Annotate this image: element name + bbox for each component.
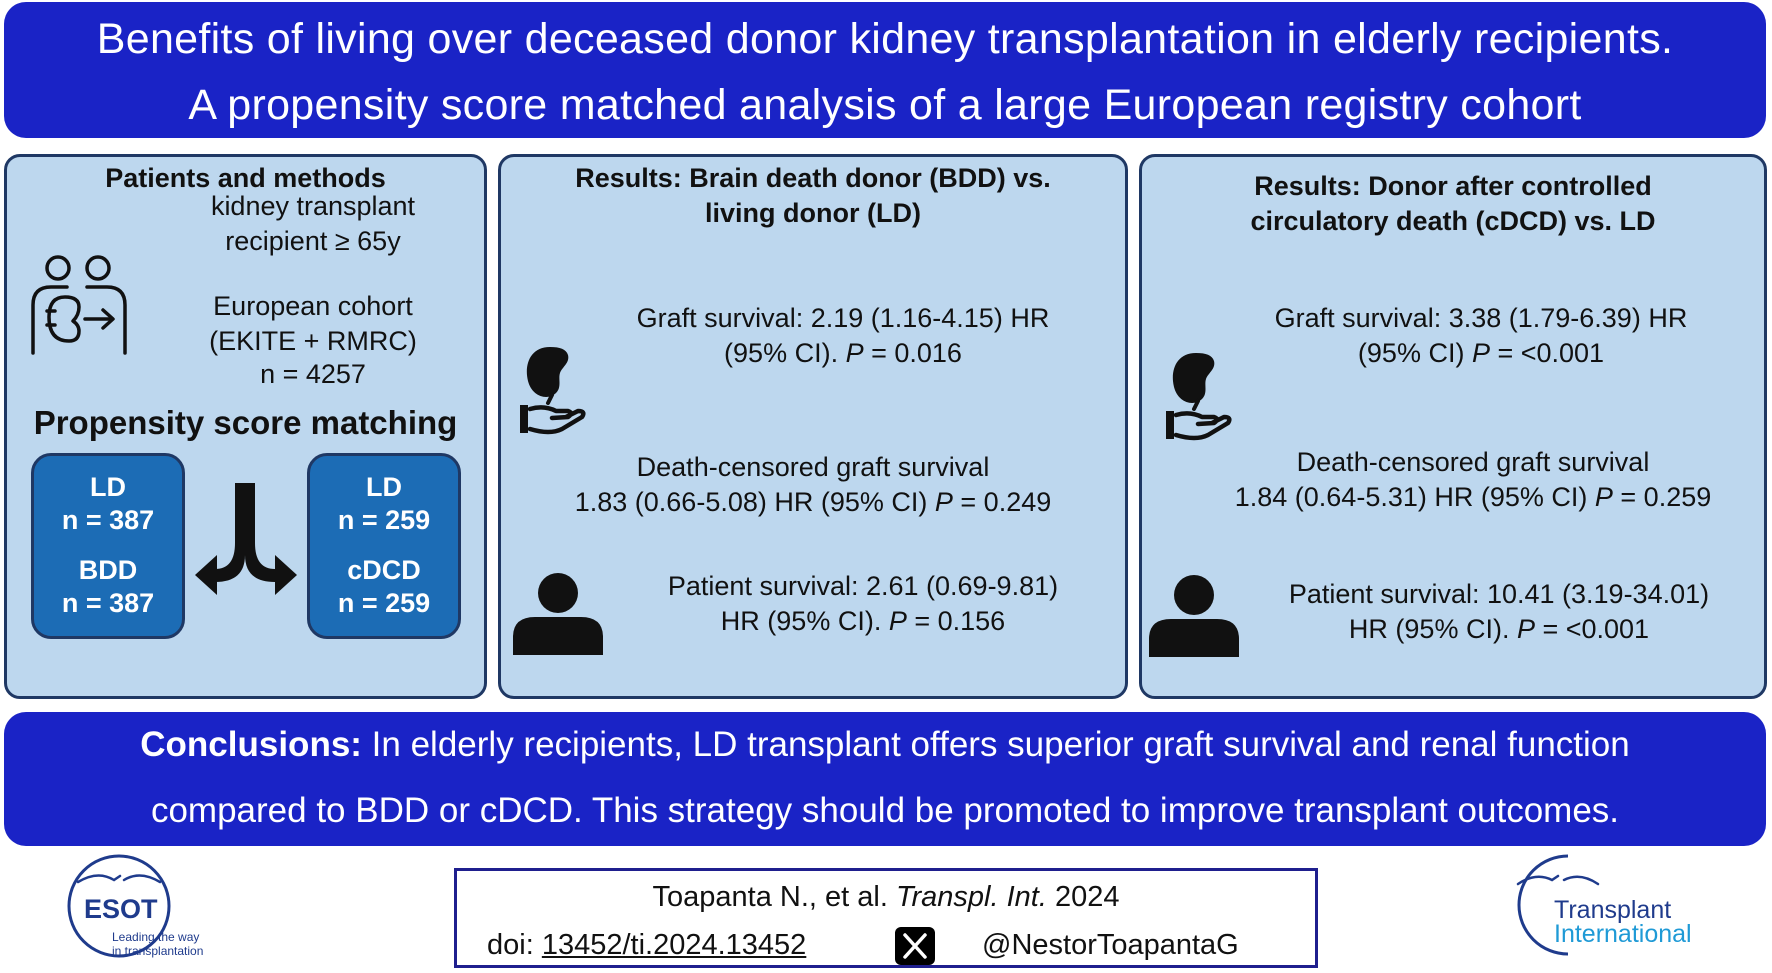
p-value: = 0.016 [863,338,962,368]
group-label: LD [90,472,126,502]
kidney-in-hand-icon [1166,353,1232,441]
cohort-line-2: (EKITE + RMRC) [209,326,417,356]
recipients-kidney-icon [31,255,127,355]
citation-box: Toapanta N., et al. Transpl. Int. 2024 d… [454,868,1318,968]
dcgs-ci: 1.84 (0.64-5.31) HR (95% CI) [1234,482,1595,512]
group-count: n = 387 [61,505,155,535]
group-label: LD [366,472,402,502]
kidney-in-hand-icon [520,347,586,435]
cdcd-patient-survival: Patient survival: 10.41 (3.19-34.01) HR … [1234,577,1764,647]
recipient-line-1: kidney transplant [210,191,416,221]
p-label: P [1594,482,1613,512]
citation-journal: Transpl. Int. [895,881,1047,913]
cohort-line-1: European cohort [213,291,413,321]
person-icon [513,573,603,655]
esot-tagline-1: Leading the way [112,930,200,944]
p-label: P [934,487,953,517]
citation-authors: Toapanta N., et al. [652,881,896,913]
p-value: = 0.249 [952,487,1052,517]
group-label: cDCD [347,555,421,585]
ti-name-line-2: International [1554,920,1692,948]
cdcd-heading-line-2: circulatory death (cDCD) vs. LD [1250,206,1656,236]
esot-tagline-2: in transplantation [112,944,204,958]
ti-name-line-1: Transplant [1554,896,1672,924]
p-label: P [1516,614,1535,644]
x-logo-icon[interactable] [895,927,935,965]
cdcd-graft-survival: Graft survival: 3.38 (1.79-6.39) HR (95%… [1198,301,1764,371]
p-label: P [888,606,907,636]
cdcd-results-panel: Results: Donor after controlled circulat… [1139,154,1767,699]
bdd-dcgs-line-2: 1.83 (0.66-5.08) HR (95% CI) P = 0.249 [501,485,1125,520]
split-arrow-icon [195,483,297,595]
conclusion-line-2: compared to BDD or cDCD. This strategy s… [150,791,1620,830]
bdd-death-censored-graft-survival: Death-censored graft survival 1.83 (0.66… [501,450,1125,520]
bdd-dcgs-line-1: Death-censored graft survival [636,452,990,482]
conclusion-text-1: In elderly recipients, LD transplant off… [361,725,1630,764]
doi-label: doi: [487,929,542,961]
graft-ci: (95% CI). [724,338,846,368]
p-label: P [1471,338,1490,368]
title-line-2: A propensity score matched analysis of a… [188,81,1582,129]
matched-group-ld-bdd: LD n = 387 BDD n = 387 [31,453,185,639]
cdcd-patient-line-2: HR (95% CI). P = <0.001 [1234,612,1764,647]
bdd-results-heading: Results: Brain death donor (BDD) vs. liv… [501,161,1125,231]
cdcd-results-heading: Results: Donor after controlled circulat… [1142,169,1764,239]
p-value: = 0.156 [906,606,1006,636]
cdcd-dcgs-line-1: Death-censored graft survival [1296,447,1650,477]
esot-globe-icon [67,854,171,958]
p-value: = <0.001 [1534,614,1650,644]
esot-tagline: Leading the way in transplantation [112,930,203,958]
bdd-results-panel: Results: Brain death donor (BDD) vs. liv… [498,154,1128,699]
title-line-1: Benefits of living over deceased donor k… [96,15,1674,63]
methods-heading: Patients and methods [105,163,386,193]
p-label: P [845,338,864,368]
group-count: n = 259 [337,505,431,535]
bdd-graft-line-2: (95% CI). P = 0.016 [561,336,1125,371]
bdd-patient-line-2: HR (95% CI). P = 0.156 [601,604,1125,639]
citation-year: 2024 [1046,881,1120,913]
title-banner: Benefits of living over deceased donor k… [4,2,1766,138]
cdcd-patient-line-1: Patient survival: 10.41 (3.19-34.01) [1288,579,1710,609]
cdcd-graft-line-2: (95% CI) P = <0.001 [1198,336,1764,371]
bdd-graft-survival: Graft survival: 2.19 (1.16-4.15) HR (95%… [561,301,1125,371]
group-count: n = 259 [337,588,431,618]
p-value: = 0.259 [1612,482,1712,512]
cohort-size: n = 4257 [260,359,366,389]
bdd-patient-line-1: Patient survival: 2.61 (0.69-9.81) [667,571,1059,601]
group-count: n = 387 [61,588,155,618]
ti-globe-icon [1516,854,1600,956]
cdcd-heading-line-1: Results: Donor after controlled [1254,171,1652,201]
patient-ci: HR (95% CI). [720,606,889,636]
bdd-graft-line-1: Graft survival: 2.19 (1.16-4.15) HR [636,303,1050,333]
conclusion-banner: Conclusions: In elderly recipients, LD t… [4,712,1766,846]
doi-link[interactable]: 13452/ti.2024.13452 [541,929,807,961]
psm-heading: Propensity score matching [33,404,458,441]
cohort-description: European cohort (EKITE + RMRC) [143,289,483,359]
matched-group-ld-cdcd: LD n = 259 cDCD n = 259 [307,453,461,639]
person-icon [1149,575,1239,657]
doi-line: doi: 13452/ti.2024.13452 [487,929,806,962]
transplant-international-logo: Transplant International [1508,850,1728,968]
cdcd-death-censored-graft-survival: Death-censored graft survival 1.84 (0.64… [1182,445,1764,515]
p-value: = <0.001 [1489,338,1605,368]
citation-line: Toapanta N., et al. Transpl. Int. 2024 [457,881,1315,914]
esot-logo: ESOT Leading the way in transplantation [64,850,234,968]
twitter-handle[interactable]: @NestorToapantaG [982,929,1239,961]
patient-ci: HR (95% CI). [1348,614,1517,644]
cdcd-graft-line-1: Graft survival: 3.38 (1.79-6.39) HR [1274,303,1688,333]
recipient-line-2: recipient ≥ 65y [225,226,401,256]
cdcd-dcgs-line-2: 1.84 (0.64-5.31) HR (95% CI) P = 0.259 [1182,480,1764,515]
methods-panel: Patients and methods kidney transplant r… [4,154,487,699]
dcgs-ci: 1.83 (0.66-5.08) HR (95% CI) [574,487,935,517]
recipient-criteria: kidney transplant recipient ≥ 65y [143,189,483,259]
conclusion-label: Conclusions: [140,725,362,764]
bdd-patient-survival: Patient survival: 2.61 (0.69-9.81) HR (9… [601,569,1125,639]
group-label: BDD [78,555,138,585]
bdd-heading-line-1: Results: Brain death donor (BDD) vs. [575,163,1051,193]
esot-name: ESOT [84,894,158,924]
bdd-heading-line-2: living donor (LD) [705,198,921,228]
conclusion-line-1: Conclusions: In elderly recipients, LD t… [4,712,1766,778]
graft-ci: (95% CI) [1357,338,1472,368]
